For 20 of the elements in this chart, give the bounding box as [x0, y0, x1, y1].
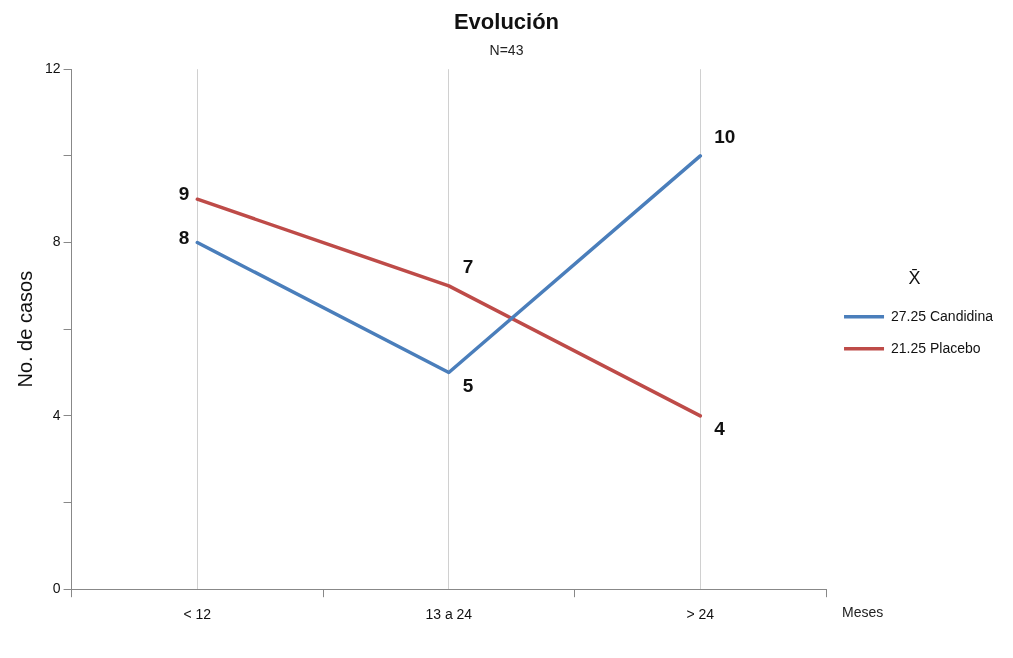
data-label: 5	[462, 374, 474, 396]
data-label: 8	[178, 226, 190, 248]
data-label: 10	[714, 126, 736, 148]
data-label: 4	[714, 418, 726, 440]
data-label: 7	[462, 256, 474, 278]
x-tick-label: < 12	[183, 606, 212, 623]
data-label: 9	[178, 183, 190, 205]
legend-title: X̄	[908, 268, 921, 289]
y-tick-label: 4	[52, 406, 61, 423]
y-axis-title: No. de casos	[13, 270, 36, 388]
y-tick-label: 0	[52, 580, 61, 597]
legend-label: 27.25 Candidina	[891, 307, 994, 324]
x-tick-label: 13 a 24	[425, 606, 473, 623]
legend-label: 21.25 Placebo	[891, 339, 981, 356]
x-axis-title: Meses	[842, 604, 884, 621]
x-tick-label: > 24	[686, 606, 715, 623]
y-tick-label: 8	[52, 233, 61, 250]
chart-title: Evolución	[453, 9, 560, 35]
y-tick-label: 12	[44, 60, 61, 77]
chart-subtitle: N=43	[489, 41, 524, 58]
